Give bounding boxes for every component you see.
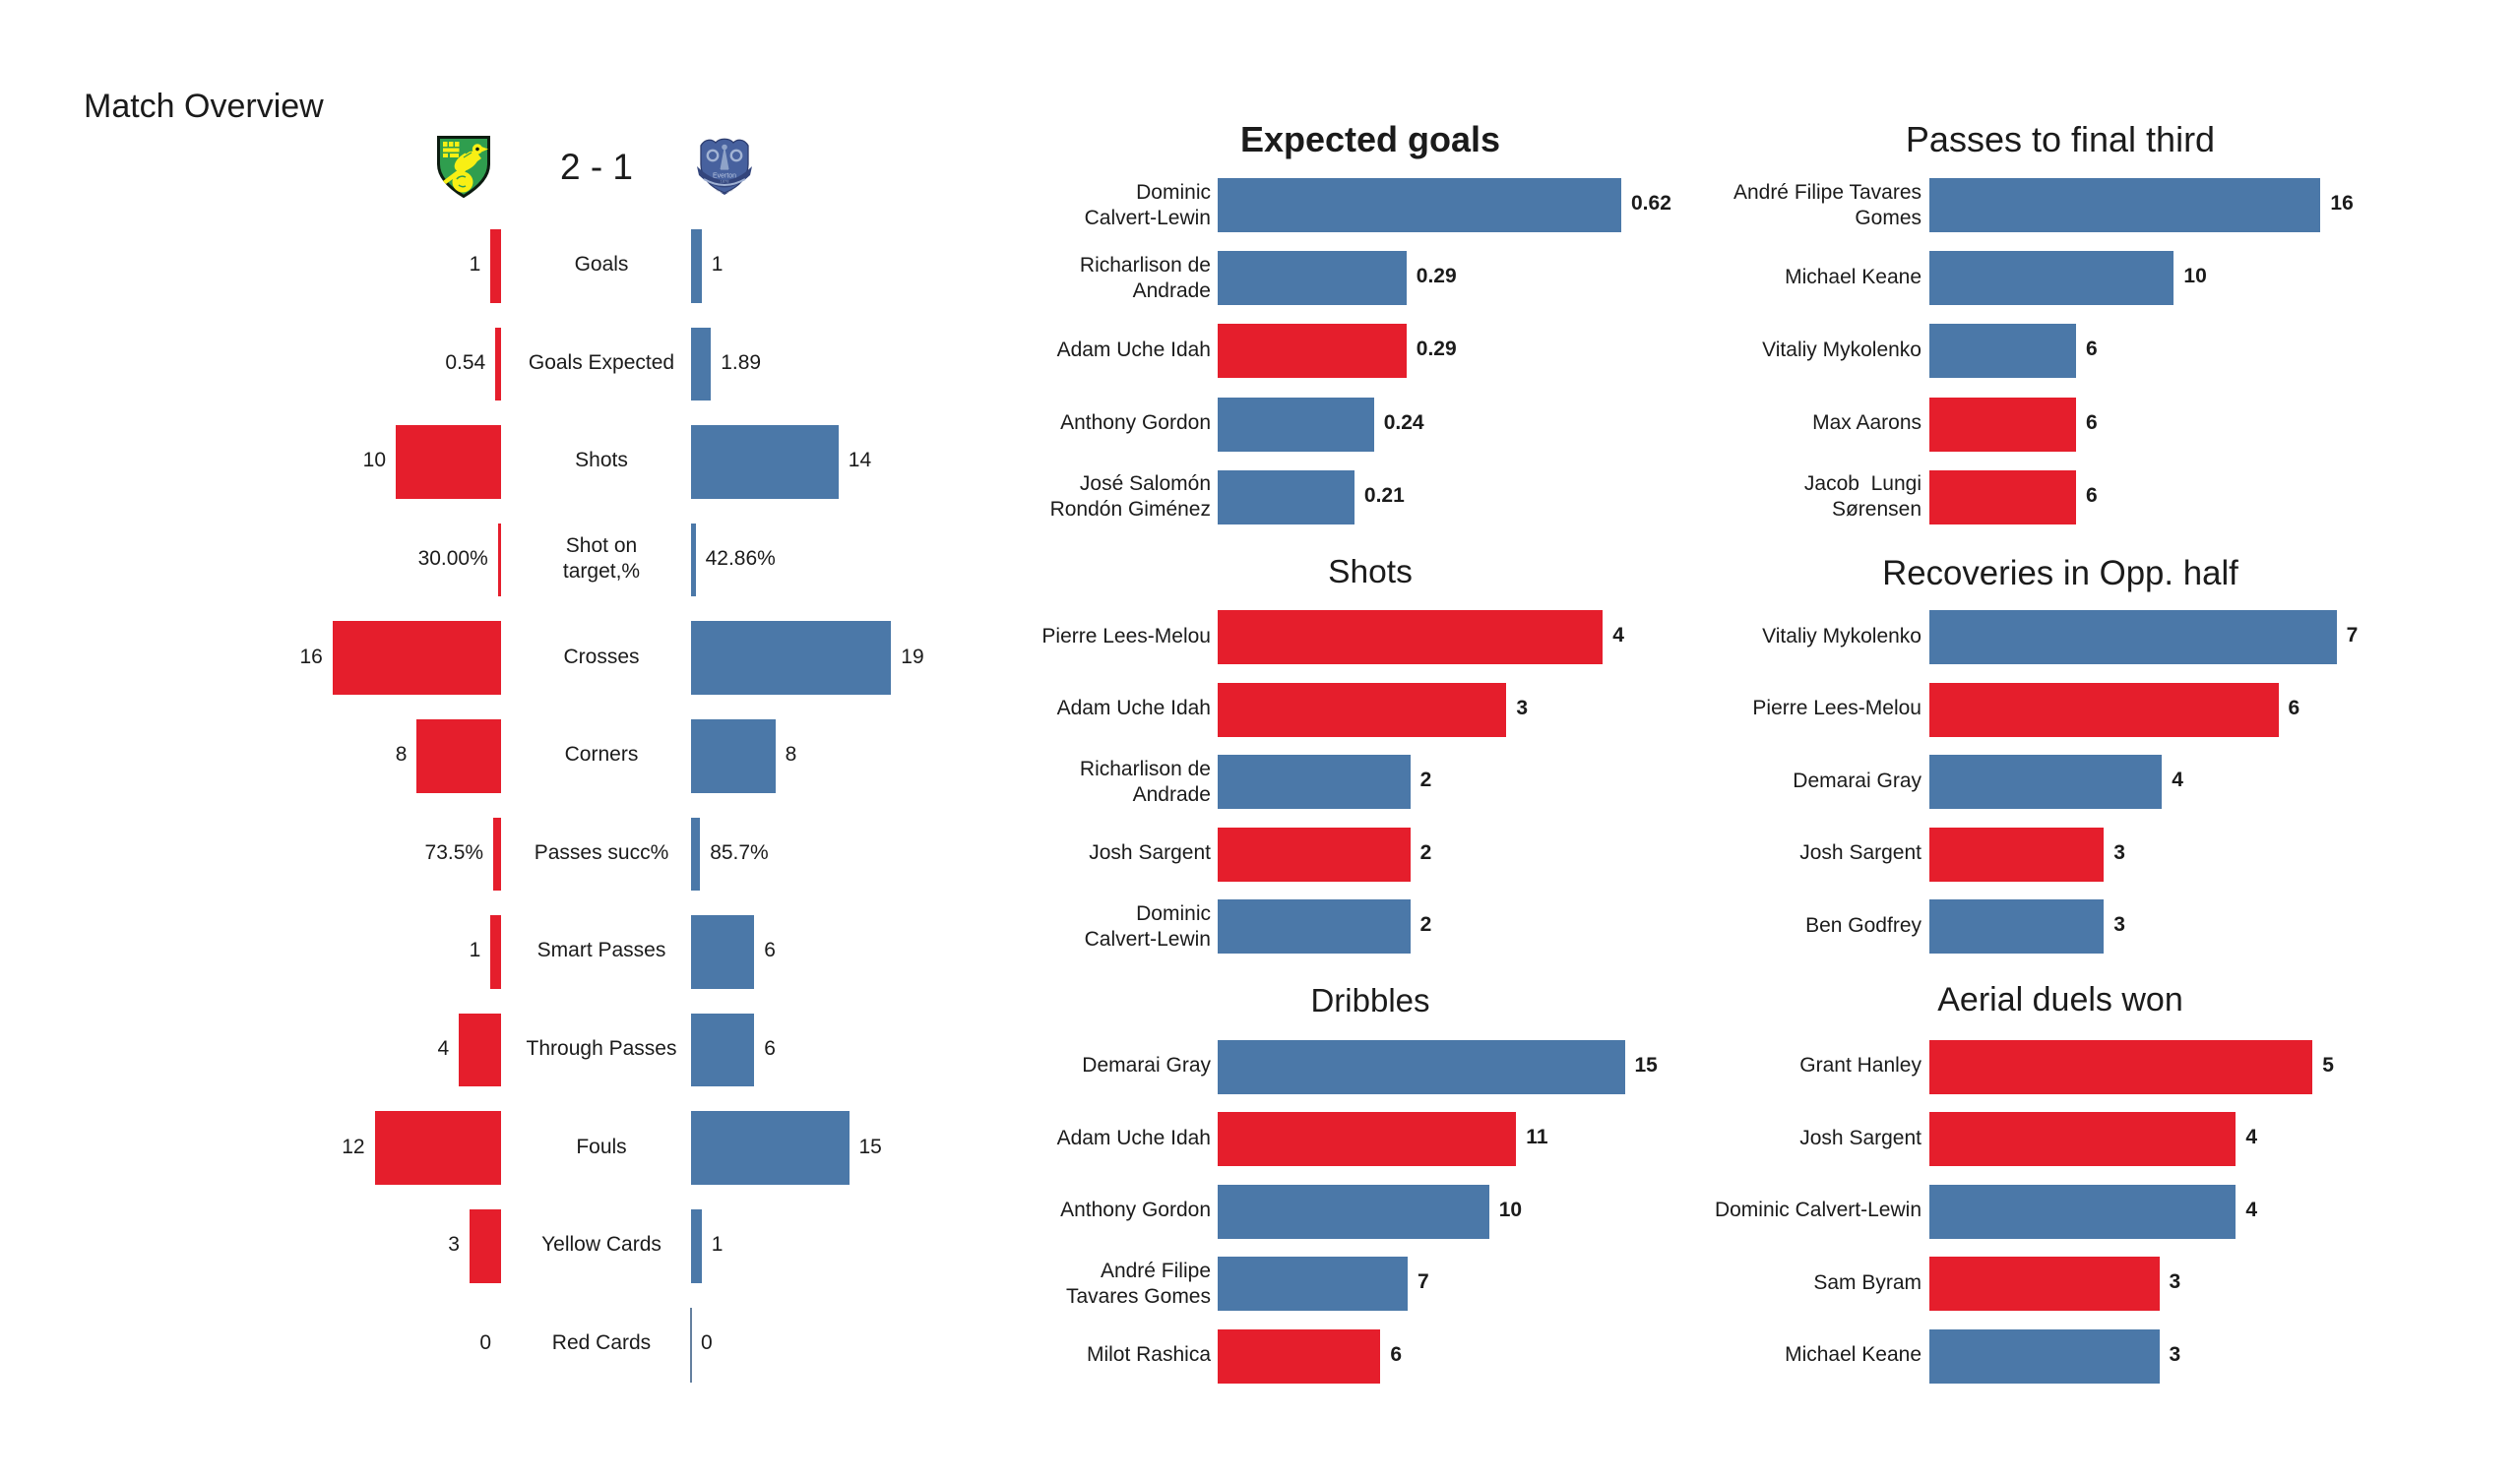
svg-text:1878: 1878 — [721, 179, 730, 184]
svg-text:Everton: Everton — [713, 173, 736, 180]
